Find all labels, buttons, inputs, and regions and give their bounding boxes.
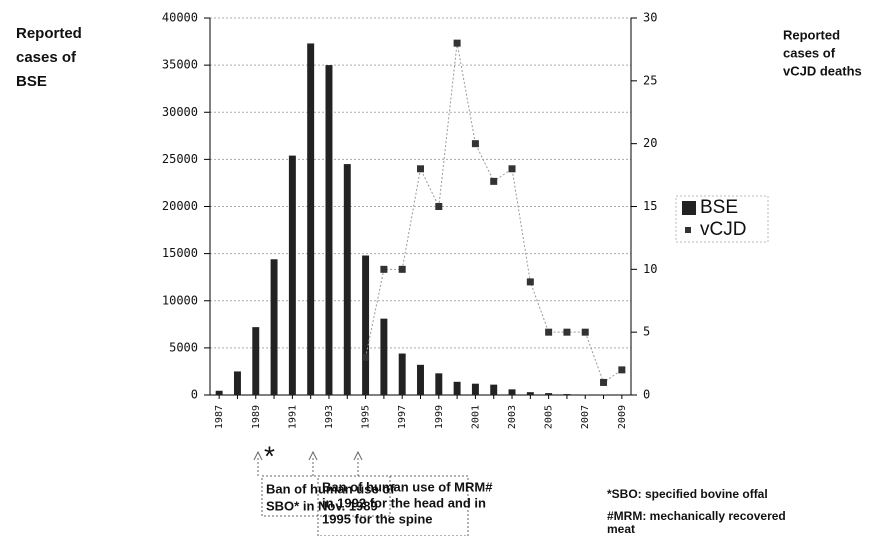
bar bbox=[288, 155, 296, 395]
bar bbox=[417, 364, 424, 395]
bar bbox=[526, 392, 534, 395]
bar bbox=[471, 383, 479, 395]
legend-label: BSE bbox=[700, 197, 738, 218]
bar bbox=[398, 353, 406, 395]
y2-tick-label: 15 bbox=[643, 199, 657, 213]
y-tick-label: 15000 bbox=[162, 246, 198, 260]
bar bbox=[362, 255, 370, 395]
x-tick-label: 2003 bbox=[507, 405, 518, 429]
y-tick-label: 25000 bbox=[162, 152, 198, 166]
bar bbox=[307, 43, 315, 395]
footnote: meat bbox=[607, 522, 635, 536]
y-tick-label: 10000 bbox=[162, 293, 198, 307]
legend-swatch bbox=[682, 201, 696, 215]
y-tick-label: 0 bbox=[191, 388, 198, 402]
y-tick-label: 30000 bbox=[162, 105, 198, 119]
point bbox=[471, 140, 479, 148]
arrow-head bbox=[353, 450, 363, 461]
legend-label: vCJD bbox=[700, 219, 746, 240]
bar bbox=[215, 390, 223, 395]
y-tick-label: 35000 bbox=[162, 58, 198, 72]
bar bbox=[545, 393, 553, 395]
x-tick-label: 1995 bbox=[361, 405, 372, 429]
y-axis-label: cases of bbox=[16, 49, 77, 66]
bar bbox=[435, 373, 443, 395]
y2-tick-label: 30 bbox=[643, 11, 657, 25]
annotation-star: * bbox=[264, 440, 275, 471]
x-tick-label: 1989 bbox=[251, 405, 262, 429]
x-tick-label: 2007 bbox=[580, 405, 591, 429]
x-tick-label: 2005 bbox=[544, 405, 555, 429]
bar bbox=[270, 259, 278, 395]
annotation: 1995 for the spine bbox=[322, 511, 433, 526]
y-tick-label: 40000 bbox=[162, 11, 198, 25]
x-tick-label: 2001 bbox=[470, 405, 481, 429]
annotation: in 1992 for the head and in bbox=[322, 495, 486, 510]
bar bbox=[325, 65, 333, 395]
footnote: *SBO: specified bovine offal bbox=[607, 487, 768, 501]
annotation: Ban of human use of bbox=[266, 481, 395, 496]
bar bbox=[508, 389, 516, 395]
point bbox=[435, 203, 443, 210]
point bbox=[398, 265, 406, 273]
y2-tick-label: 10 bbox=[643, 262, 657, 276]
point bbox=[618, 366, 626, 374]
x-tick-label: 2009 bbox=[617, 405, 628, 429]
arrow-head bbox=[308, 450, 318, 461]
bar bbox=[343, 164, 351, 395]
annotation-box bbox=[317, 475, 469, 536]
annotation: Ban of human use of MRM# bbox=[322, 479, 493, 494]
point bbox=[380, 265, 388, 273]
y2-axis-label: Reported bbox=[783, 27, 840, 42]
point bbox=[417, 165, 424, 173]
x-tick-label: 1997 bbox=[397, 405, 408, 429]
y2-axis-label: vCJD deaths bbox=[783, 63, 862, 78]
bar bbox=[233, 371, 241, 395]
y2-tick-label: 25 bbox=[643, 73, 657, 87]
y2-tick-label: 20 bbox=[643, 136, 657, 150]
x-tick-label: 1999 bbox=[434, 405, 445, 429]
arrow-head bbox=[253, 450, 263, 461]
x-tick-label: 1993 bbox=[324, 405, 335, 429]
bar bbox=[453, 381, 461, 395]
point bbox=[600, 378, 608, 386]
point bbox=[490, 177, 498, 185]
point bbox=[545, 328, 553, 336]
point bbox=[563, 328, 571, 336]
y2-tick-label: 0 bbox=[643, 388, 650, 402]
point bbox=[581, 328, 589, 336]
point bbox=[362, 353, 370, 361]
footnote: #MRM: mechanically recovered bbox=[607, 509, 786, 523]
y2-tick-label: 5 bbox=[643, 325, 650, 339]
bar bbox=[380, 318, 388, 395]
bar bbox=[490, 384, 498, 395]
y-axis-label: BSE bbox=[16, 73, 47, 90]
y-tick-label: 20000 bbox=[162, 199, 198, 213]
bar bbox=[563, 394, 571, 395]
y-tick-label: 5000 bbox=[169, 340, 198, 354]
legend-swatch bbox=[685, 227, 691, 233]
y-axis-label: Reported bbox=[16, 25, 82, 42]
x-tick-label: 1987 bbox=[214, 405, 225, 429]
annotation: SBO* in Nov. 1989 bbox=[266, 498, 378, 513]
point bbox=[453, 39, 461, 47]
point bbox=[526, 278, 534, 286]
x-tick-label: 1991 bbox=[287, 405, 298, 429]
bar bbox=[252, 327, 260, 395]
y2-axis-label: cases of bbox=[783, 45, 836, 60]
point bbox=[508, 165, 516, 173]
